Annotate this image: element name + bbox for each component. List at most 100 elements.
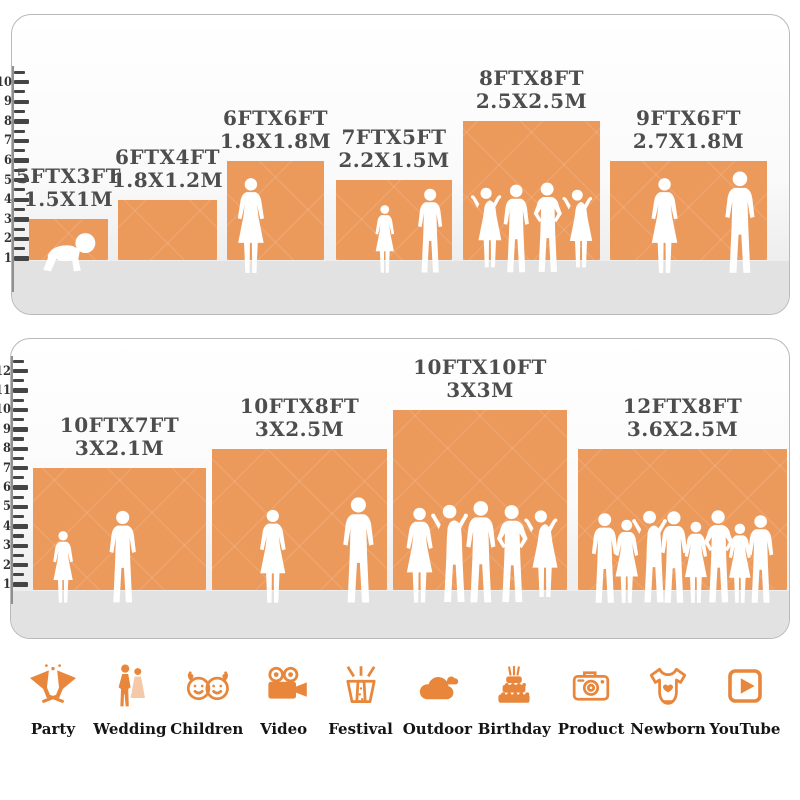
category-label: Video [260, 720, 308, 738]
ruler-number: 1 [4, 251, 12, 266]
ruler-tick-major [13, 524, 28, 529]
ruler-tick-major [14, 119, 29, 124]
category-label: YouTube [709, 720, 781, 738]
size-meters: 3.6X2.5M [626, 416, 739, 441]
silhouette-man [109, 510, 136, 603]
birthday-icon [498, 665, 530, 703]
ruler-tick-major [14, 138, 29, 144]
people-silhouettes [375, 188, 443, 273]
size-feet: 10FTX10FT [413, 354, 547, 379]
backdrop-size-label: 7FTX5FT 2.2X1.5M [338, 126, 449, 172]
silhouette-man [343, 497, 374, 603]
category-birthday: Birthday [478, 662, 551, 738]
ruler-tick-minor [14, 129, 25, 133]
ruler-line [12, 66, 14, 292]
ruler-line [11, 356, 13, 604]
ruler-tick-major [13, 446, 28, 451]
party-icon [29, 664, 77, 703]
ruler-tick-major [13, 543, 28, 548]
festival-icon [345, 666, 376, 703]
size-feet: 5FTX3FT [15, 164, 122, 189]
people-silhouettes [470, 182, 593, 273]
ruler-number: 6 [3, 480, 11, 495]
ruler-tick-minor [13, 437, 24, 441]
backdrop-size-label: 9FTX6FT 2.7X1.8M [632, 106, 745, 153]
ruler-number: 8 [4, 113, 12, 129]
backdrop-size-label: 12FTX8FT 3.6X2.5M [622, 393, 743, 441]
silhouette-man [591, 512, 618, 603]
category-label: Children [170, 720, 244, 738]
silhouette-man [418, 188, 443, 273]
ruler-number: 9 [3, 421, 11, 437]
ruler-tick-minor [13, 553, 24, 557]
silhouette-man [748, 514, 774, 603]
size-meters: 3X2.1M [74, 436, 165, 461]
category-label: Party [30, 720, 76, 738]
silhouette-womanhoh [562, 189, 593, 268]
size-feet: 12FTX8FT [622, 393, 743, 418]
size-meters: 2.7X1.8M [632, 128, 745, 153]
people-silhouettes [591, 509, 774, 603]
newborn-icon [649, 667, 687, 705]
category-label: Birthday [477, 720, 551, 738]
backdrop-size-label: 10FTX10FT 3X3M [413, 354, 547, 402]
backdrop-size-label: 8FTX8FT 2.5X2.5M [476, 67, 587, 113]
ruler-number: 7 [4, 133, 12, 149]
people-silhouettes [651, 171, 755, 273]
ruler-tick-minor [13, 476, 24, 480]
silhouette-man [466, 501, 496, 603]
size-meters: 3X2.5M [254, 416, 345, 441]
category-outdoor: Outdoor [403, 662, 472, 738]
ruler-number: 1 [3, 577, 11, 592]
ruler-tick-major [13, 368, 28, 374]
ruler-tick-minor [13, 495, 24, 499]
ruler-number: 3 [4, 211, 12, 227]
silhouette-baby [43, 233, 96, 272]
ruler-tick-major [14, 177, 29, 183]
size-meters: 1.5X1M [23, 187, 114, 212]
ruler-tick-minor [14, 70, 25, 74]
ruler-tick-major [13, 427, 28, 432]
ruler-tick-minor [14, 207, 25, 212]
ruler-number: 6 [4, 153, 12, 168]
children-icon [186, 671, 229, 701]
silhouette-woman [260, 509, 286, 603]
ruler-tick-minor [13, 456, 24, 460]
ruler-tick-minor [13, 573, 24, 577]
size-feet: 6FTX4FT [114, 144, 220, 169]
ruler-number: 11 [0, 383, 11, 398]
people-silhouettes [53, 510, 136, 603]
size-meters: 1.8X1.8M [219, 128, 332, 153]
ruler-tick-major [14, 217, 29, 222]
ruler-tick-major [14, 256, 29, 261]
backdrop-size-label: 5FTX3FT 1.5X1M [16, 165, 121, 211]
backdrop-size-label: 6FTX6FT 1.8X1.8M [219, 105, 332, 153]
silhouette-manhoh [632, 510, 667, 603]
ruler-tick-minor [13, 359, 24, 363]
ruler-tick-minor [14, 227, 25, 231]
ruler-tick-major [13, 465, 28, 471]
ruler-tick-major [13, 504, 28, 510]
category-festival: Festival [328, 662, 394, 738]
ruler-number: 5 [4, 172, 12, 188]
category-children: Children [170, 662, 243, 738]
ruler-tick-minor [13, 418, 24, 422]
category-label: Product [557, 720, 625, 738]
ruler-number: 12 [0, 363, 11, 379]
ruler-tick-minor [14, 149, 25, 153]
ruler-tick-minor [14, 247, 25, 251]
silhouette-woman [615, 519, 639, 603]
size-feet: 10FTX8FT [239, 393, 360, 418]
backdrop-bar-12ftx8ft [578, 448, 787, 590]
silhouette-woman [728, 523, 751, 603]
video-icon [268, 666, 307, 699]
size-feet: 6FTX6FT [222, 105, 328, 130]
backdrop-size-label: 10FTX7FT 3X2.1M [60, 414, 179, 460]
people-silhouettes [406, 501, 558, 603]
ruler-number: 10 [0, 402, 11, 418]
outdoor-icon [420, 676, 459, 700]
youtube-icon [728, 669, 762, 703]
silhouette-woman [53, 531, 73, 603]
size-feet: 10FTX7FT [59, 413, 180, 438]
ruler-tick-major [14, 158, 29, 163]
